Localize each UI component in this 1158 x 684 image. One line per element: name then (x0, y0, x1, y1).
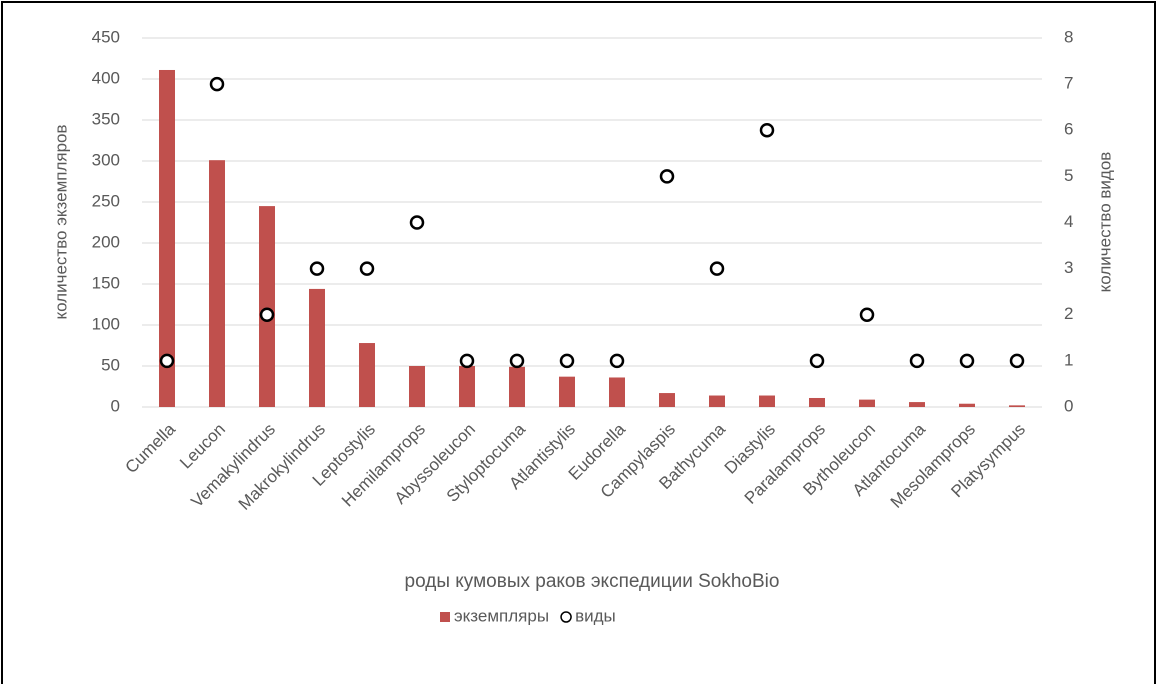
y-tick-label: 200 (92, 232, 120, 251)
bar (759, 395, 775, 407)
y-tick-label: 450 (92, 27, 120, 46)
marker (709, 261, 725, 276)
bar (809, 397, 825, 407)
y-axis-title: количество экземпляров (51, 124, 70, 319)
marker (1009, 353, 1025, 369)
bar (309, 288, 325, 407)
bar (609, 377, 625, 407)
marker (659, 169, 675, 184)
y2-tick-label: 5 (1064, 166, 1073, 185)
marker (209, 76, 225, 92)
y-tick-label: 300 (92, 150, 120, 169)
marker (159, 353, 175, 369)
bar (159, 69, 175, 407)
marker (409, 215, 425, 230)
y2-tick-label: 7 (1064, 74, 1073, 93)
bar (709, 395, 725, 407)
y2-tick-label: 6 (1064, 120, 1073, 139)
y-tick-label: 250 (92, 191, 120, 210)
legend-swatch (560, 611, 572, 623)
marker (609, 353, 625, 369)
marker (509, 353, 525, 369)
y2-tick-label: 4 (1064, 212, 1073, 231)
marker (909, 353, 925, 369)
legend-swatch (440, 612, 450, 622)
bar (659, 393, 675, 407)
marker (259, 307, 275, 322)
y-tick-label: 400 (92, 68, 120, 87)
bar (209, 160, 225, 407)
marker (459, 353, 475, 369)
y-tick-label: 150 (92, 273, 120, 292)
legend-label: виды (575, 606, 616, 625)
marker (859, 307, 875, 322)
bar (559, 376, 575, 407)
y2-tick-label: 2 (1064, 304, 1073, 323)
legend-label: экземпляры (454, 606, 549, 625)
y2-axis-title: количество видов (1095, 152, 1114, 293)
y-tick-label: 50 (101, 355, 120, 374)
marker (309, 261, 325, 276)
y2-tick-label: 3 (1064, 258, 1073, 277)
y2-tick-label: 1 (1064, 350, 1073, 369)
marker (959, 353, 975, 369)
y2-tick-label: 8 (1064, 27, 1073, 46)
bar (359, 343, 375, 407)
bar (959, 403, 975, 407)
bar (259, 206, 275, 407)
y-tick-label: 350 (92, 109, 120, 128)
bar (859, 399, 875, 407)
y-tick-label: 0 (111, 396, 120, 415)
y2-tick-label: 0 (1064, 396, 1073, 415)
marker (809, 353, 825, 369)
bar (459, 366, 475, 407)
bar (509, 366, 525, 407)
bar (909, 402, 925, 407)
x-axis-title: роды кумовых раков экспедиции SokhoBio (405, 571, 780, 592)
marker (559, 353, 575, 369)
bar (1009, 405, 1025, 407)
bar (409, 366, 425, 407)
marker (359, 261, 375, 276)
marker (759, 123, 775, 138)
y-tick-label: 100 (92, 314, 120, 333)
